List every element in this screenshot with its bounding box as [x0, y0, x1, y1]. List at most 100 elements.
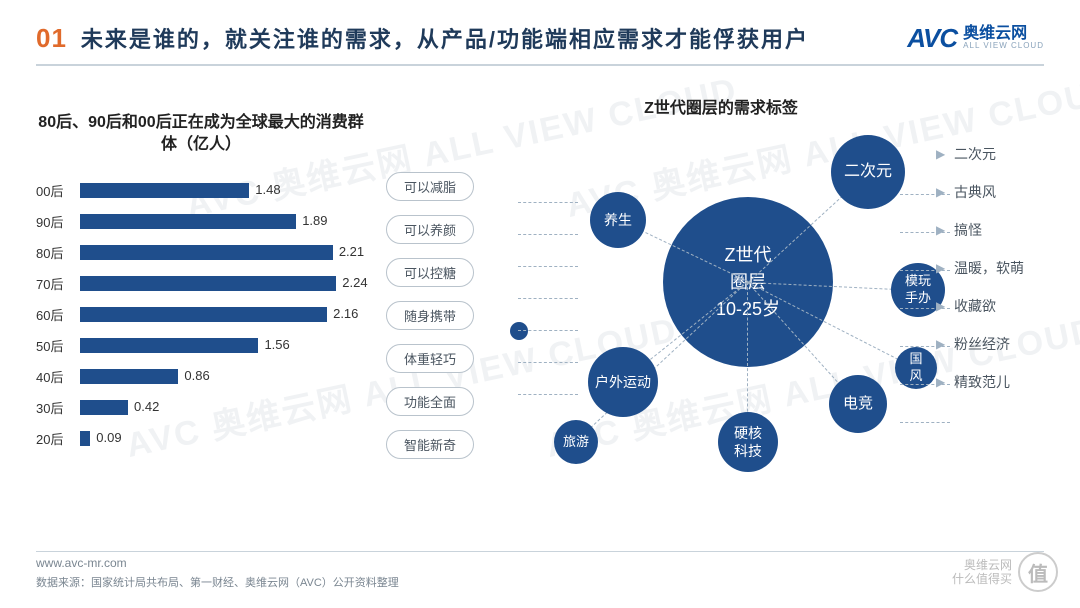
arrow-icon: ▶: [936, 185, 945, 199]
tag-connector: [518, 298, 578, 299]
bar-fill: [80, 369, 178, 384]
arrow-icon: ▶: [936, 337, 945, 351]
right-label-text: 粉丝经济: [954, 336, 1010, 352]
logo-mark: AVC: [907, 23, 957, 54]
tag-pill: 功能全面: [386, 387, 474, 416]
header-divider: [36, 64, 1044, 66]
bar-track: 0.86: [80, 369, 366, 384]
bubble-yangsheng: 养生: [590, 192, 646, 248]
tag-connector: [518, 266, 578, 267]
bar-value: 2.16: [333, 306, 358, 321]
bar-row: 90后 1.89: [36, 212, 366, 231]
bar-fill: [80, 307, 327, 322]
footer: www.avc-mr.com 数据来源：国家统计局共布局、第一财经、奥维云网（A…: [36, 551, 1044, 590]
tag-pill: 智能新奇: [386, 430, 474, 459]
slide-number: 01: [36, 23, 67, 54]
tag-pill: 可以减脂: [386, 172, 474, 201]
right-label-text: 古典风: [954, 184, 996, 200]
wm-circle-icon: 值: [1018, 552, 1058, 592]
bar-row: 20后0.09: [36, 429, 366, 448]
arrow-icon: ▶: [936, 223, 945, 237]
bar-track: 1.48: [80, 183, 366, 198]
right-label-text: 收藏欲: [954, 298, 996, 314]
bar-value: 2.24: [342, 275, 367, 290]
logo-cn: 奥维云网: [963, 26, 1044, 42]
tag-pill: 体重轻巧: [386, 344, 474, 373]
right-label: ▶搞怪: [954, 220, 1044, 240]
bar-fill: [80, 276, 336, 291]
bar-fill: [80, 400, 128, 415]
right-label-text: 二次元: [954, 146, 996, 162]
bar-fill: [80, 431, 90, 446]
bar-chart-title: 80后、90后和00后正在成为全球最大的消费群体（亿人）: [36, 112, 366, 157]
tag-connector: [518, 202, 578, 203]
arrow-icon: ▶: [936, 375, 945, 389]
bar-fill: [80, 245, 333, 260]
bubble-guofeng: 国风: [895, 347, 937, 389]
bar-fill: [80, 338, 258, 353]
tag-pill: 可以控糖: [386, 258, 474, 287]
bar-label: 30后: [36, 398, 80, 417]
wm-brand: 奥维云网: [952, 558, 1012, 572]
right-label: ▶粉丝经济: [954, 334, 1044, 354]
bar-value: 1.56: [264, 337, 289, 352]
bar-row: 70后 2.24: [36, 274, 366, 293]
bar-track: 2.21: [80, 245, 366, 260]
bar-row: 40后 0.86: [36, 367, 366, 386]
bar-value: 1.89: [302, 213, 327, 228]
right-label-text: 搞怪: [954, 222, 982, 238]
bubble-lvyou: 旅游: [554, 420, 598, 464]
tag-column: 可以减脂可以养颜可以控糖随身携带体重轻巧功能全面智能新奇: [386, 112, 498, 459]
bar-fill: [80, 183, 249, 198]
bar-label: 50后: [36, 336, 80, 355]
bar-track: 1.89: [80, 214, 366, 229]
bar-value: 1.48: [255, 182, 280, 197]
bubble-huwai: 户外运动: [588, 347, 658, 417]
bar-label: 20后: [36, 429, 80, 448]
bubble-dianjing: 电竞: [829, 375, 887, 433]
tag-connector: [518, 362, 578, 363]
wm-sub: 什么值得买: [952, 572, 1012, 586]
bubble-erciyuan: 二次元: [831, 135, 905, 209]
tag-pill: 可以养颜: [386, 215, 474, 244]
bar-label: 70后: [36, 274, 80, 293]
bar-row: 60后 2.16: [36, 305, 366, 324]
arrow-icon: ▶: [936, 299, 945, 313]
bar-value: 0.86: [184, 368, 209, 383]
right-label-text: 精致范儿: [954, 374, 1010, 390]
tag-connector: [518, 394, 578, 395]
bar-track: 0.42: [80, 400, 366, 415]
bar-track: 2.16: [80, 307, 366, 322]
right-label: ▶古典风: [954, 182, 1044, 202]
arrow-icon: ▶: [936, 261, 945, 275]
bar-fill: [80, 214, 296, 229]
bar-label: 90后: [36, 212, 80, 231]
bar-value: 2.21: [339, 244, 364, 259]
bar-track: 0.09: [80, 431, 366, 446]
bar-label: 40后: [36, 367, 80, 386]
corner-watermark: 奥维云网 什么值得买 值: [952, 552, 1058, 592]
bar-row: 30后 0.42: [36, 398, 366, 417]
right-label: ▶二次元: [954, 144, 1044, 164]
bar-row: 50后 1.56: [36, 336, 366, 355]
logo-en: ALL VIEW CLOUD: [963, 42, 1044, 50]
bar-label: 80后: [36, 243, 80, 262]
bar-label: 00后: [36, 181, 80, 200]
tag-connector: [518, 234, 578, 235]
bar-value: 0.42: [134, 399, 159, 414]
right-label: ▶收藏欲: [954, 296, 1044, 316]
footer-url: www.avc-mr.com: [36, 551, 1044, 570]
tag-connector: [518, 330, 578, 331]
bar-track: 2.24: [80, 276, 366, 291]
bar-row: 80后 2.21: [36, 243, 366, 262]
bar-label: 60后: [36, 305, 80, 324]
slide-header: 01 未来是谁的，就关注谁的需求，从产品/功能端相应需求才能俘获用户 AVC 奥…: [36, 22, 1044, 54]
right-label: ▶精致范儿: [954, 372, 1044, 392]
tag-pill: 随身携带: [386, 301, 474, 330]
logo: AVC 奥维云网 ALL VIEW CLOUD: [907, 23, 1044, 54]
arrow-icon: ▶: [936, 147, 945, 161]
bubble-yinghe: 硬核科技: [718, 412, 778, 472]
rlabel-connector: [900, 422, 950, 423]
bubble-diagram: Z世代圈层的需求标签 Z世代圈层10-25岁养生二次元模玩手办国风电竞硬核科技户…: [518, 112, 1044, 459]
bar-row: 00后 1.48: [36, 181, 366, 200]
